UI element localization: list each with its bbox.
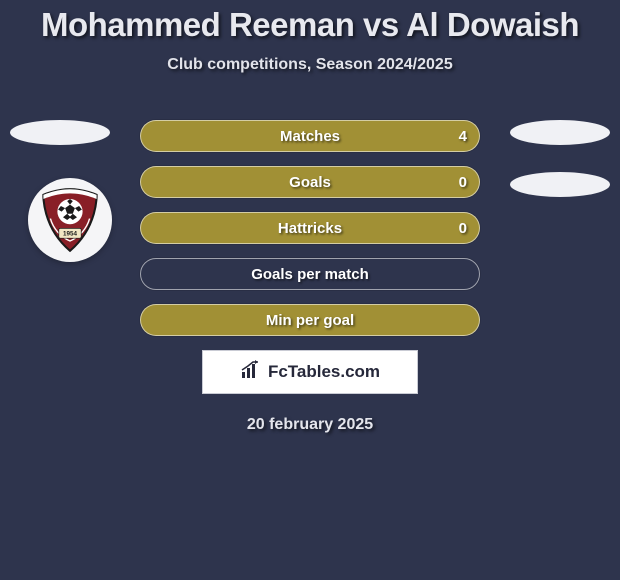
player-photo-placeholder-right-1 [510, 120, 610, 145]
stat-label: Min per goal [266, 312, 354, 329]
stat-row-goals: Goals 0 [140, 166, 480, 198]
player-photo-placeholder-left [10, 120, 110, 145]
stat-label: Hattricks [278, 220, 342, 237]
badge-year: 1954 [63, 230, 78, 237]
club-badge-left: 1954 [28, 178, 112, 262]
stat-row-matches: Matches 4 [140, 120, 480, 152]
player-photo-placeholder-right-2 [510, 172, 610, 197]
stat-row-min-per-goal: Min per goal [140, 304, 480, 336]
stat-row-goals-per-match: Goals per match [140, 258, 480, 290]
stat-label: Matches [280, 128, 340, 145]
fctables-logo[interactable]: FcTables.com [202, 350, 418, 394]
date-label: 20 february 2025 [0, 416, 620, 434]
logo-text: FcTables.com [268, 362, 380, 382]
stat-label: Goals [289, 174, 331, 191]
stat-row-hattricks: Hattricks 0 [140, 212, 480, 244]
subtitle: Club competitions, Season 2024/2025 [0, 56, 620, 74]
page-title: Mohammed Reeman vs Al Dowaish [0, 6, 620, 44]
stat-value: 0 [459, 167, 467, 199]
stat-value: 4 [459, 121, 467, 153]
stat-value: 0 [459, 213, 467, 245]
stat-label: Goals per match [251, 266, 369, 283]
chart-icon [240, 360, 262, 385]
